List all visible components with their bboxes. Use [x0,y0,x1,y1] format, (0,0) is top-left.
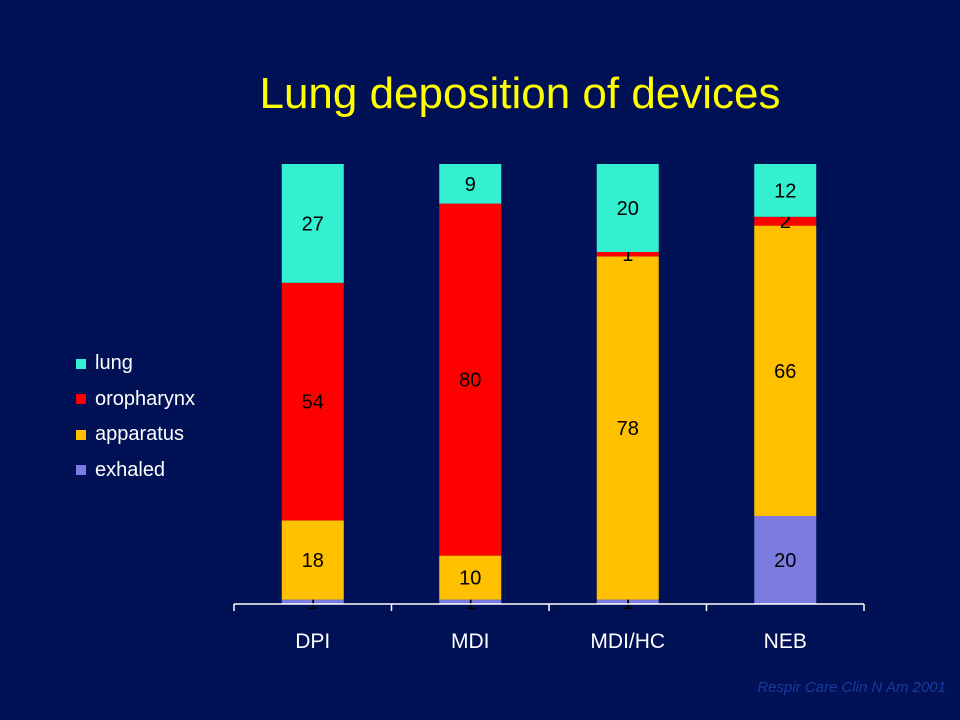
bar-apparatus-dpi [281,520,344,600]
legend-label-apparatus: apparatus [95,423,184,446]
bar-exhaled-dpi [281,599,344,604]
data-label-oropharynx-neb: 2 [780,211,791,233]
legend-swatch-oropharynx [76,394,86,405]
data-label-apparatus-mdi-hc: 78 [617,418,639,440]
data-label-oropharynx-dpi: 54 [302,392,324,414]
data-label-oropharynx-mdi: 80 [459,370,481,392]
data-label-apparatus-neb: 66 [774,361,796,383]
x-tick-label-dpi: DPI [295,630,330,653]
bar-oropharynx-mdi-hc [596,252,659,257]
legend-swatch-apparatus [76,429,86,440]
legend-item-oropharynx: oropharynx [76,382,195,418]
data-label-lung-neb: 12 [774,180,796,202]
bar-exhaled-neb [754,516,817,604]
legend-swatch-exhaled [76,465,86,476]
data-label-apparatus-dpi: 18 [302,550,324,572]
data-label-exhaled-dpi: 1 [307,592,318,614]
data-label-lung-mdi: 9 [465,174,476,196]
legend-item-apparatus: apparatus [76,417,195,453]
slide-title: Lung deposition of devices [259,69,781,118]
legend-label-oropharynx: oropharynx [95,387,196,410]
chart-legend: lung oropharynx apparatus exhaled [76,346,195,488]
bar-oropharynx-neb [754,216,817,226]
data-label-lung-dpi: 27 [302,213,324,235]
legend-label-exhaled: exhaled [95,458,166,481]
bar-apparatus-mdi [439,555,502,600]
bar-lung-mdi-hc [596,164,659,252]
source-citation: Respir Care Clin N Am 2001 [757,679,946,696]
bar-lung-mdi [439,164,502,204]
legend-label-lung: lung [95,352,133,375]
bar-oropharynx-mdi [439,203,502,556]
bar-exhaled-mdi-hc [596,599,659,604]
data-label-exhaled-mdi: 1 [465,592,476,614]
data-label-exhaled-neb: 20 [774,550,796,572]
bar-lung-dpi [281,164,344,283]
legend-item-lung: lung [76,346,195,382]
data-label-oropharynx-mdi-hc: 1 [622,244,633,266]
bar-apparatus-mdi-hc [596,256,659,600]
bar-oropharynx-dpi [281,282,344,521]
x-tick-label-mdi: MDI [451,630,490,653]
legend-item-exhaled: exhaled [76,453,195,489]
data-label-lung-mdi-hc: 20 [617,198,639,220]
x-tick-label-neb: NEB [764,630,807,653]
legend-swatch-lung [76,358,86,369]
bar-lung-neb [754,164,817,217]
data-label-exhaled-mdi-hc: 1 [622,592,633,614]
bar-apparatus-neb [754,225,817,516]
data-label-apparatus-mdi: 10 [459,568,481,590]
x-tick-label-mdi-hc: MDI/HC [590,630,665,653]
bar-exhaled-mdi [439,599,502,604]
